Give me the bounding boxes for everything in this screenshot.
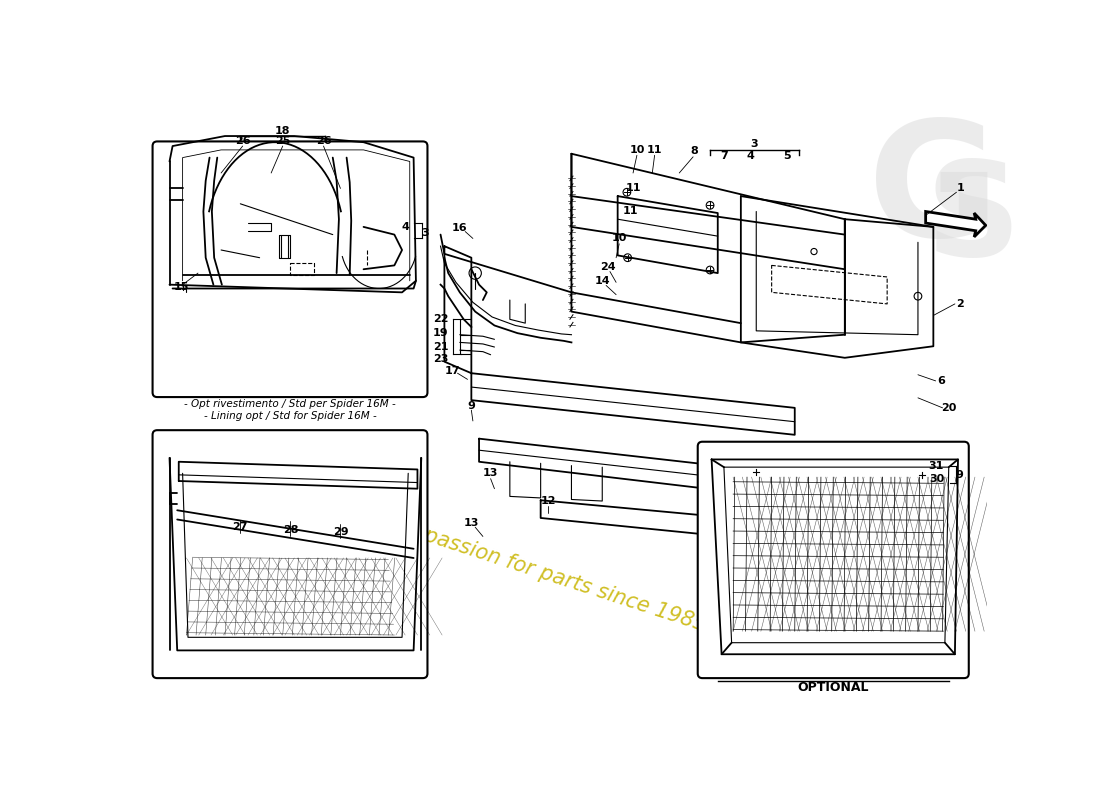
Text: 23: 23 — [433, 354, 449, 364]
Text: 19: 19 — [432, 328, 449, 338]
Text: 11: 11 — [625, 183, 641, 194]
Text: 25: 25 — [275, 136, 290, 146]
Text: 14: 14 — [594, 276, 610, 286]
Text: 2: 2 — [956, 299, 965, 309]
Text: 20: 20 — [942, 403, 956, 413]
Text: 13: 13 — [483, 468, 498, 478]
Text: 30: 30 — [928, 474, 944, 484]
FancyBboxPatch shape — [153, 430, 428, 678]
Text: 21: 21 — [432, 342, 449, 352]
Text: 31: 31 — [928, 461, 944, 470]
Text: 22: 22 — [432, 314, 449, 324]
Text: 9: 9 — [956, 470, 964, 480]
Circle shape — [751, 467, 761, 476]
Text: 8: 8 — [691, 146, 698, 157]
Text: 15: 15 — [174, 282, 189, 292]
Text: 11: 11 — [623, 206, 638, 217]
Text: OPTIONAL: OPTIONAL — [798, 681, 869, 694]
Text: 16: 16 — [452, 223, 468, 234]
Text: S: S — [926, 156, 1021, 282]
Text: 26: 26 — [316, 136, 331, 146]
Text: 3: 3 — [750, 138, 758, 149]
Text: 18: 18 — [275, 126, 290, 136]
Text: 24: 24 — [600, 262, 616, 272]
Text: 4: 4 — [402, 222, 409, 232]
Text: 17: 17 — [444, 366, 460, 376]
Text: 28: 28 — [283, 525, 298, 534]
Text: - Lining opt / Std for Spider 16M -: - Lining opt / Std for Spider 16M - — [204, 410, 376, 421]
FancyBboxPatch shape — [153, 142, 428, 397]
Text: 3: 3 — [421, 228, 429, 238]
Text: a passion for parts since 1985: a passion for parts since 1985 — [404, 519, 708, 635]
Text: 4: 4 — [747, 151, 755, 161]
Text: 9: 9 — [468, 401, 475, 410]
Text: - Opt rivestimento / Std per Spider 16M -: - Opt rivestimento / Std per Spider 16M … — [184, 399, 396, 409]
Text: 29: 29 — [332, 527, 349, 537]
Circle shape — [917, 470, 926, 479]
Polygon shape — [926, 211, 986, 237]
Text: 13: 13 — [464, 518, 478, 528]
Text: 10: 10 — [629, 145, 645, 155]
Text: 27: 27 — [232, 522, 249, 532]
Text: 12: 12 — [540, 496, 557, 506]
Text: 10: 10 — [612, 234, 627, 243]
Text: 11: 11 — [647, 145, 662, 155]
Text: 26: 26 — [234, 136, 251, 146]
FancyBboxPatch shape — [697, 442, 969, 678]
Text: 5: 5 — [783, 151, 791, 161]
Text: 7: 7 — [720, 151, 728, 161]
Text: G: G — [868, 114, 999, 270]
Text: 6: 6 — [937, 376, 945, 386]
Text: 1: 1 — [956, 183, 965, 194]
